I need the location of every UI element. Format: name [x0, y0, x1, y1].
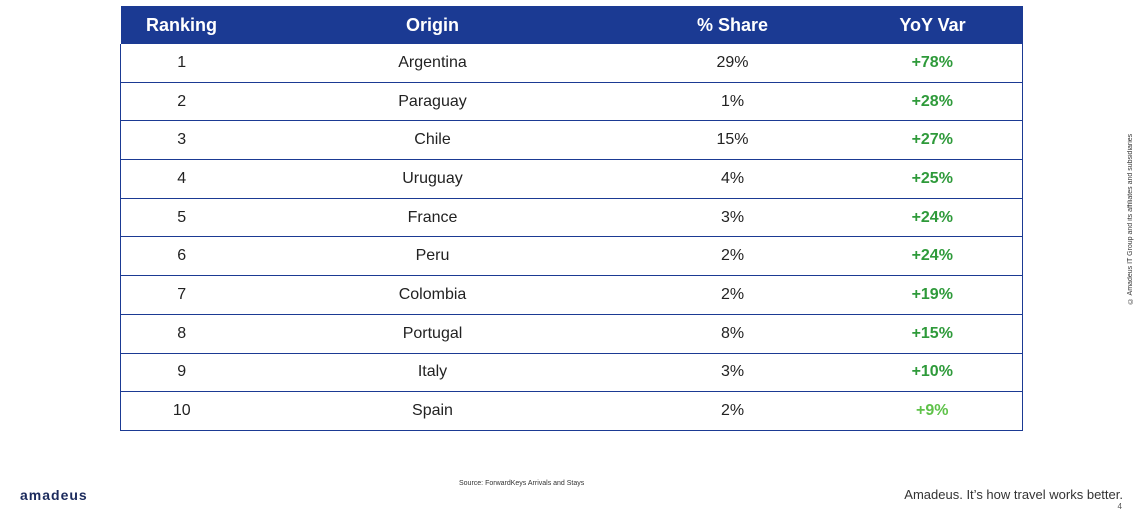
origin-cell: Uruguay	[242, 159, 623, 199]
yoy-cell: +24%	[842, 236, 1023, 277]
table-row: 1 Argentina 29% +78%	[120, 44, 1023, 83]
table-header: Ranking Origin % Share YoY Var	[120, 6, 1023, 44]
share-cell: 29%	[622, 44, 843, 83]
rank-cell: 6	[120, 236, 243, 277]
table-row: 3 Chile 15% +27%	[120, 120, 1023, 161]
table-row: 2 Paraguay 1% +28%	[120, 82, 1023, 122]
rank-cell: 5	[120, 198, 243, 238]
rank-cell: 3	[120, 120, 243, 161]
origin-cell: Chile	[242, 120, 623, 161]
rank-cell: 8	[120, 314, 243, 354]
origin-cell: Peru	[242, 236, 623, 277]
header-share: % Share	[622, 6, 843, 44]
origin-cell: Spain	[242, 391, 623, 431]
share-cell: 1%	[622, 82, 843, 122]
origin-cell: France	[242, 198, 623, 238]
share-cell: 8%	[622, 314, 843, 354]
table-body: 1 Argentina 29% +78% 2 Paraguay 1% +28% …	[120, 44, 1023, 431]
header-origin: Origin	[242, 6, 623, 44]
rank-cell: 2	[120, 82, 243, 122]
yoy-cell: +25%	[842, 159, 1023, 199]
share-cell: 15%	[622, 120, 843, 161]
share-cell: 4%	[622, 159, 843, 199]
yoy-cell: +27%	[842, 120, 1023, 161]
origin-cell: Paraguay	[242, 82, 623, 122]
page-number: 4	[1117, 502, 1122, 511]
rank-cell: 9	[120, 353, 243, 393]
yoy-cell: +78%	[842, 44, 1023, 83]
table-row: 10 Spain 2% +9%	[120, 391, 1023, 431]
table-row: 7 Colombia 2% +19%	[120, 275, 1023, 315]
header-ranking: Ranking	[120, 6, 243, 44]
table-row: 5 France 3% +24%	[120, 198, 1023, 238]
origin-cell: Portugal	[242, 314, 623, 354]
copyright-notice: © Amadeus IT Group and its affiliates an…	[1127, 133, 1134, 304]
header-yoy: YoY Var	[842, 6, 1023, 44]
yoy-cell: +10%	[842, 353, 1023, 393]
rank-cell: 7	[120, 275, 243, 315]
table-row: 9 Italy 3% +10%	[120, 353, 1023, 393]
share-cell: 2%	[622, 275, 843, 315]
table-row: 6 Peru 2% +24%	[120, 236, 1023, 277]
table-row: 8 Portugal 8% +15%	[120, 314, 1023, 354]
origin-cell: Argentina	[242, 44, 623, 83]
tagline: Amadeus. It’s how travel works better.	[904, 487, 1123, 502]
origin-cell: Colombia	[242, 275, 623, 315]
source-note: Source: ForwardKeys Arrivals and Stays	[459, 480, 585, 487]
origin-cell: Italy	[242, 353, 623, 393]
rank-cell: 4	[120, 159, 243, 199]
yoy-cell: +28%	[842, 82, 1023, 122]
share-cell: 2%	[622, 391, 843, 431]
share-cell: 3%	[622, 198, 843, 238]
yoy-cell: +24%	[842, 198, 1023, 238]
amadeus-logo: amadeus	[20, 487, 88, 503]
yoy-cell: +15%	[842, 314, 1023, 354]
yoy-cell: +19%	[842, 275, 1023, 315]
rank-cell: 10	[120, 391, 243, 431]
share-cell: 2%	[622, 236, 843, 277]
share-cell: 3%	[622, 353, 843, 393]
ranking-table-container: Ranking Origin % Share YoY Var 1 Argenti…	[120, 6, 1023, 431]
yoy-cell: +9%	[842, 391, 1023, 431]
rank-cell: 1	[120, 44, 243, 83]
table-row: 4 Uruguay 4% +25%	[120, 159, 1023, 199]
ranking-table: Ranking Origin % Share YoY Var 1 Argenti…	[120, 6, 1023, 431]
